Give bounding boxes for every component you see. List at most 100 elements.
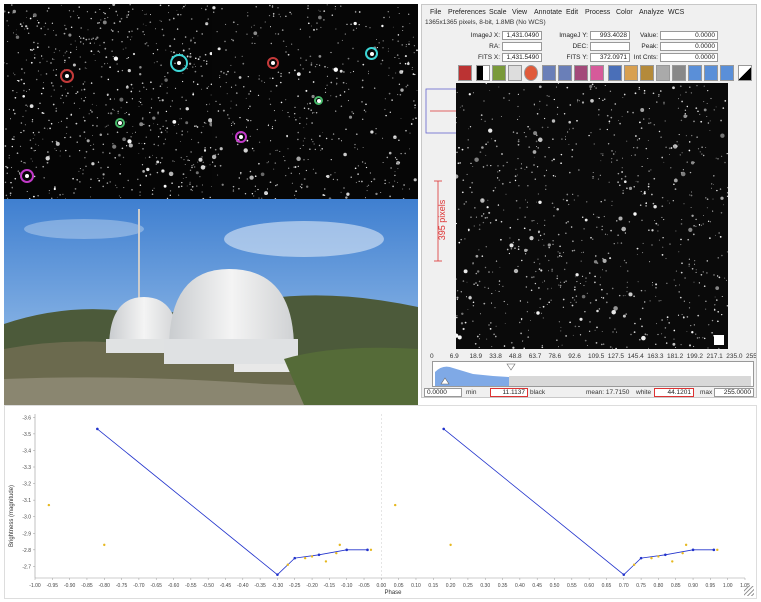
star — [116, 131, 119, 134]
x-tick-label: 0.65 — [602, 583, 612, 589]
star — [110, 112, 113, 115]
white-field[interactable]: 44.1201 — [654, 388, 694, 397]
star — [486, 216, 488, 219]
star — [651, 284, 653, 286]
aperture-icon[interactable] — [524, 65, 538, 81]
star — [490, 302, 493, 304]
star — [294, 194, 296, 196]
star — [354, 147, 356, 149]
astronomy-image-view[interactable] — [456, 83, 728, 349]
star — [536, 166, 539, 168]
menu-edit[interactable]: Edit — [566, 9, 579, 16]
star — [126, 16, 128, 18]
star — [32, 132, 35, 134]
image-icon[interactable] — [672, 65, 686, 81]
star — [208, 118, 212, 123]
star — [413, 52, 415, 54]
square-icon[interactable] — [508, 65, 522, 81]
record-icon[interactable] — [458, 65, 472, 81]
star — [318, 64, 321, 66]
star — [276, 183, 278, 186]
menu-file[interactable]: File — [430, 9, 442, 16]
star — [294, 117, 295, 118]
star — [690, 207, 692, 208]
star — [16, 92, 18, 93]
star — [726, 305, 728, 307]
min-field[interactable]: 0.0000 — [424, 388, 462, 397]
star — [106, 125, 108, 127]
black-field[interactable]: 11.1137 — [490, 388, 528, 397]
star — [609, 317, 611, 319]
star — [355, 133, 358, 136]
star — [388, 92, 391, 95]
star — [707, 323, 710, 326]
star — [605, 270, 607, 272]
star — [97, 50, 100, 53]
imagej-y-field[interactable]: 993.4028 — [590, 31, 630, 40]
wand-icon[interactable] — [624, 65, 638, 81]
star — [137, 178, 139, 181]
ra-field[interactable] — [502, 42, 542, 51]
delete-icon[interactable] — [590, 65, 604, 81]
star — [562, 251, 565, 254]
invert-icon[interactable] — [738, 65, 752, 81]
star — [683, 300, 685, 302]
green-icon[interactable] — [492, 65, 506, 81]
menu-annotate[interactable]: Annotate — [534, 9, 563, 16]
int-cnts-field[interactable]: 0.0000 — [660, 53, 718, 62]
grid-alt-icon[interactable] — [558, 65, 572, 81]
star — [384, 108, 386, 111]
star — [272, 5, 274, 7]
imagej-window[interactable]: File Preferences Scale View Annotate Edi… — [421, 4, 757, 398]
resize-grip-icon[interactable] — [744, 586, 754, 596]
star — [711, 331, 713, 334]
max-field[interactable]: 255.0000 — [714, 388, 754, 397]
star — [318, 55, 322, 58]
star — [217, 110, 220, 112]
star — [559, 286, 562, 288]
menu-analyze[interactable]: Analyze — [639, 9, 664, 16]
menu-view[interactable]: View — [512, 9, 528, 16]
star — [543, 175, 546, 177]
star — [243, 86, 245, 88]
star — [122, 48, 124, 50]
star — [79, 135, 81, 137]
dec-field[interactable] — [590, 42, 630, 51]
x-tick-label: -0.90 — [64, 583, 76, 589]
star — [314, 148, 316, 151]
imagej-x-field[interactable]: 1,431.0490 — [502, 31, 542, 40]
star — [592, 175, 594, 178]
star — [593, 213, 595, 215]
star — [705, 197, 707, 199]
settings-icon[interactable] — [656, 65, 670, 81]
contrast-icon[interactable] — [476, 65, 490, 81]
star — [98, 179, 101, 182]
edit-icon[interactable] — [640, 65, 654, 81]
star — [171, 100, 173, 102]
menu-preferences[interactable]: Preferences — [448, 9, 486, 16]
fits-x-field[interactable]: 1,431.5490 — [502, 53, 542, 62]
clear-icon[interactable] — [574, 65, 588, 81]
grid-icon[interactable] — [542, 65, 556, 81]
star — [717, 257, 719, 259]
zoom-in-icon[interactable] — [688, 65, 702, 81]
zoom-out-icon[interactable] — [704, 65, 718, 81]
zoom-fit-icon[interactable] — [720, 65, 734, 81]
star — [488, 324, 490, 326]
value-field[interactable]: 0.0000 — [660, 31, 718, 40]
menu-wcs[interactable]: WCS — [668, 9, 685, 16]
star — [688, 265, 690, 267]
peak-field[interactable]: 0.0000 — [660, 42, 718, 51]
menu-color[interactable]: Color — [616, 9, 633, 16]
menu-scale[interactable]: Scale — [489, 9, 507, 16]
star — [248, 108, 249, 109]
measure-icon[interactable] — [608, 65, 622, 81]
star — [393, 135, 397, 140]
star — [712, 198, 714, 200]
menu-process[interactable]: Process — [585, 9, 611, 16]
star — [636, 247, 639, 250]
star — [43, 127, 46, 130]
fits-y-field[interactable]: 372.0971 — [590, 53, 630, 62]
star — [498, 169, 501, 172]
histogram[interactable] — [432, 361, 754, 387]
